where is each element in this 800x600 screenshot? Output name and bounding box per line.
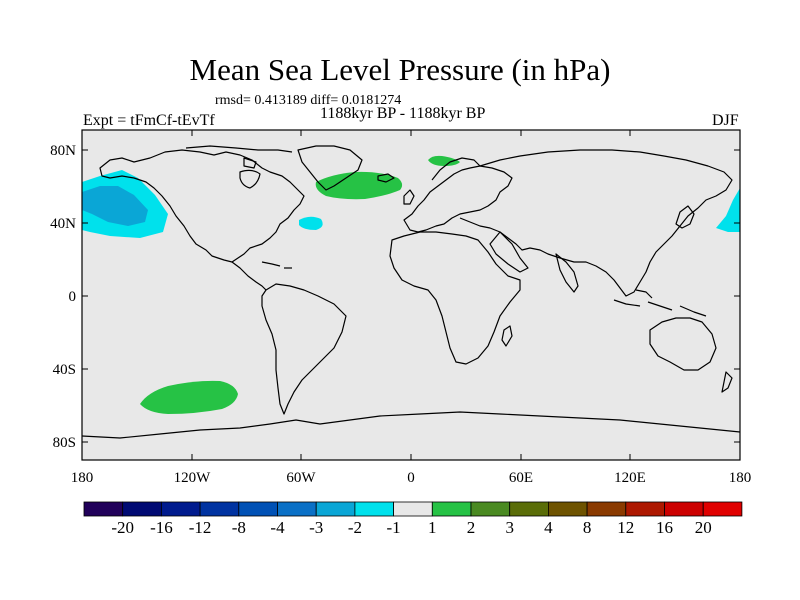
colorbar-swatch [238, 501, 278, 517]
western-atlantic-low [299, 216, 323, 230]
lat-label-80n: 80N [50, 143, 76, 159]
colorbar-swatch [393, 501, 433, 517]
lon-axis: 180 120W 60W 0 60E 120E 180 [71, 130, 752, 486]
coastline-antarctica [82, 411, 740, 439]
colorbar-swatch [664, 501, 704, 517]
colorbar-label: 3 [505, 518, 514, 537]
lon-label-180w: 180 [71, 470, 94, 486]
lon-label-0: 0 [407, 470, 415, 486]
lat-label-80s: 80S [53, 435, 76, 451]
colorbar-swatch [199, 501, 240, 517]
coastline-asia [459, 149, 733, 297]
season-label: DJF [712, 112, 739, 129]
coastline-north-america [99, 149, 305, 263]
coastline-europe [403, 165, 513, 233]
colorbar-label: -12 [189, 518, 212, 537]
colorbar-swatch [431, 501, 472, 517]
lon-label-180e: 180 [729, 470, 752, 486]
colorbar-label: 8 [583, 518, 592, 537]
plot-title: Mean Sea Level Pressure (in hPa) [189, 52, 611, 87]
lon-label-60e: 60E [509, 470, 533, 486]
lat-label-0: 0 [69, 289, 77, 305]
west-pacific-low [716, 188, 740, 232]
lon-label-120w: 120W [174, 470, 212, 486]
colorbar-swatch [509, 501, 549, 517]
coastline-south-america [261, 283, 347, 415]
colorbar-swatch [702, 501, 743, 517]
colorbar-label: -1 [387, 518, 401, 537]
lat-label-40n: 40N [50, 216, 76, 232]
colorbar-swatch [160, 501, 201, 517]
colorbar-swatch [470, 501, 511, 517]
colorbar-label: -3 [309, 518, 323, 537]
colorbar-label: -8 [232, 518, 246, 537]
colorbar-label: 2 [467, 518, 476, 537]
colorbar-swatch [122, 501, 162, 517]
colorbar-label: -20 [111, 518, 134, 537]
lon-label-120e: 120E [614, 470, 646, 486]
colorbar [83, 501, 743, 517]
coastline-central-america [231, 261, 267, 291]
period-text: 1188kyr BP - 1188kyr BP [320, 105, 486, 122]
colorbar-swatch [625, 501, 665, 517]
colorbar-label: 20 [695, 518, 712, 537]
colorbar-labels: -20 -16 -12 -8 -4 -3 -2 -1 1 2 3 4 8 12 16 20 [111, 518, 711, 537]
colorbar-swatch [315, 501, 356, 517]
colorbar-label: 12 [617, 518, 634, 537]
coastline-greenland [297, 145, 363, 191]
colorbar-label: -4 [270, 518, 285, 537]
greenland-sea-high [428, 155, 460, 166]
experiment-label: Expt = tFmCf-tEvTf [83, 112, 215, 129]
colorbar-label: 1 [428, 518, 437, 537]
colorbar-swatch [548, 501, 588, 517]
coastlines [82, 145, 740, 439]
coastline-africa [389, 231, 521, 365]
lat-label-40s: 40S [53, 362, 76, 378]
coastline-australia [649, 317, 717, 371]
colorbar-swatch [277, 501, 317, 517]
colorbar-label: -2 [348, 518, 362, 537]
colorbar-label: 16 [656, 518, 673, 537]
colorbar-swatch [83, 501, 124, 517]
colorbar-swatch [586, 501, 627, 517]
north-pacific-low [82, 186, 148, 226]
lon-label-60w: 60W [286, 470, 316, 486]
colorbar-swatch [354, 501, 394, 517]
stats-text: rmsd= 0.413189 diff= 0.0181274 [215, 93, 402, 108]
south-pacific-high [140, 380, 238, 414]
colorbar-label: -16 [150, 518, 173, 537]
north-atlantic-high [315, 171, 403, 200]
lat-axis: 80N 40N 0 40S 80S [50, 143, 740, 451]
coastline-japan [675, 205, 695, 229]
colorbar-label: 4 [544, 518, 553, 537]
